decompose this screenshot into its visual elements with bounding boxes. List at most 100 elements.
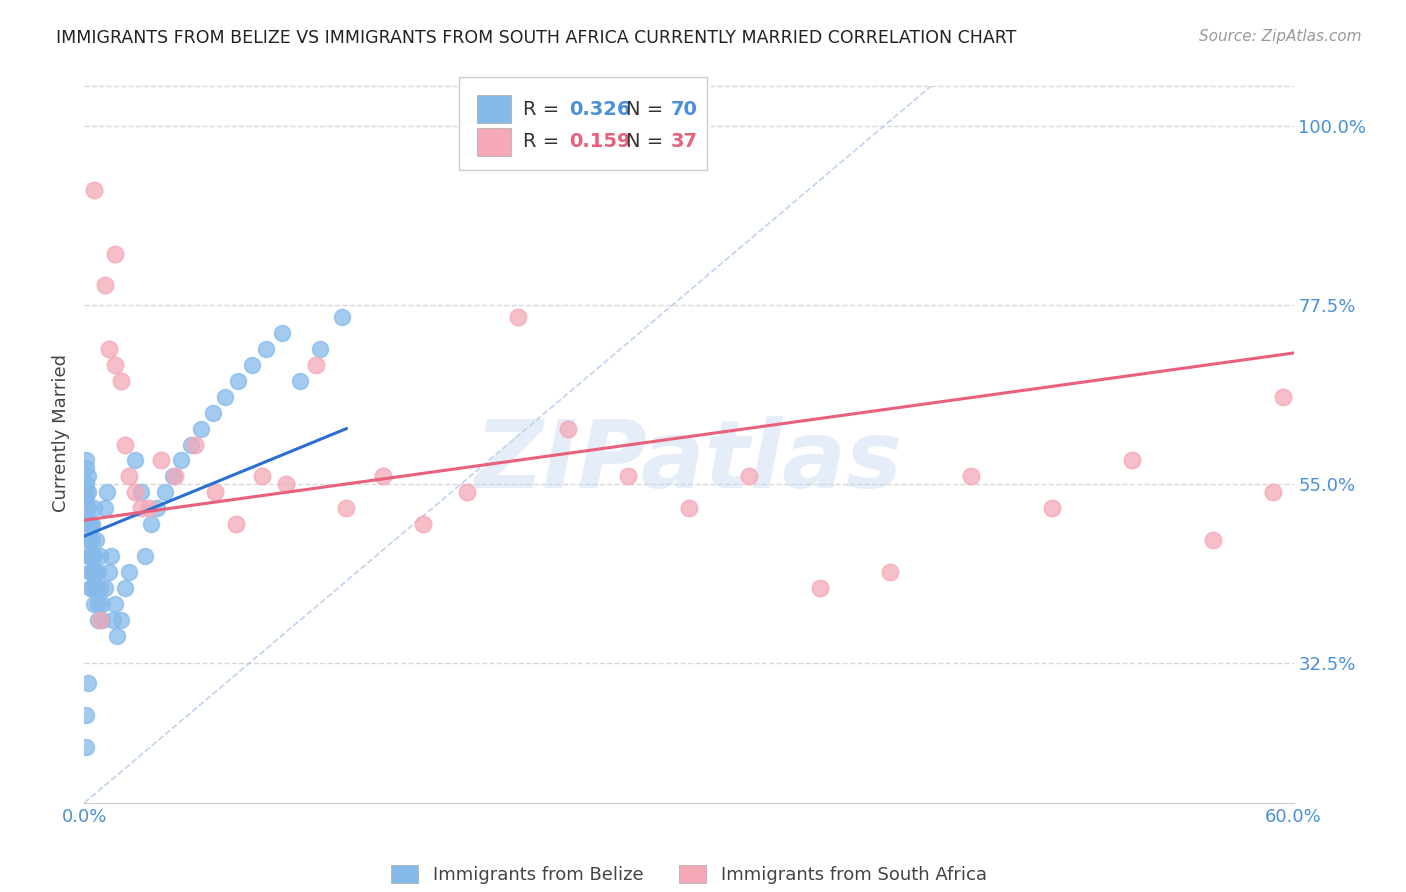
Text: Source: ZipAtlas.com: Source: ZipAtlas.com bbox=[1198, 29, 1361, 44]
Point bbox=[75, 461, 97, 475]
Point bbox=[456, 485, 478, 500]
Point bbox=[270, 326, 292, 340]
Point bbox=[82, 549, 104, 563]
Text: N =: N = bbox=[626, 100, 669, 119]
Point bbox=[149, 453, 172, 467]
Point bbox=[335, 501, 357, 516]
Point bbox=[82, 517, 104, 532]
Point bbox=[77, 517, 100, 532]
Point bbox=[75, 493, 97, 508]
Point bbox=[75, 453, 97, 467]
Point bbox=[124, 453, 146, 467]
Bar bbox=[478, 128, 512, 156]
Point bbox=[134, 549, 156, 563]
Point bbox=[75, 740, 97, 755]
Point bbox=[110, 613, 132, 627]
Point bbox=[82, 581, 104, 595]
Point bbox=[104, 246, 127, 260]
Text: R =: R = bbox=[523, 132, 565, 151]
FancyBboxPatch shape bbox=[460, 78, 707, 169]
Point bbox=[75, 708, 97, 723]
Point bbox=[82, 533, 104, 547]
Point bbox=[77, 549, 100, 563]
Point bbox=[162, 469, 184, 483]
Point bbox=[617, 469, 640, 483]
Text: 37: 37 bbox=[671, 132, 697, 151]
Point bbox=[129, 501, 152, 516]
Point bbox=[77, 485, 100, 500]
Point bbox=[129, 485, 152, 500]
Point bbox=[226, 374, 249, 388]
Point bbox=[114, 581, 136, 595]
Point bbox=[202, 406, 225, 420]
Point bbox=[153, 485, 176, 500]
Point bbox=[738, 469, 761, 483]
Point bbox=[139, 517, 162, 532]
Point bbox=[100, 549, 122, 563]
Point bbox=[83, 549, 105, 563]
Point bbox=[86, 533, 108, 547]
Point bbox=[86, 581, 108, 595]
Point bbox=[97, 565, 120, 579]
Point bbox=[77, 517, 100, 532]
Point bbox=[83, 565, 105, 579]
Point bbox=[180, 437, 202, 451]
Point bbox=[288, 374, 311, 388]
Point bbox=[91, 597, 114, 611]
Legend: Immigrants from Belize, Immigrants from South Africa: Immigrants from Belize, Immigrants from … bbox=[384, 858, 994, 891]
Point bbox=[557, 422, 579, 436]
Text: 0.159: 0.159 bbox=[569, 132, 631, 151]
Point bbox=[79, 549, 101, 563]
Point bbox=[309, 342, 332, 356]
Point bbox=[97, 342, 120, 356]
Point bbox=[77, 676, 100, 690]
Point bbox=[170, 453, 193, 467]
Point bbox=[79, 581, 101, 595]
Point bbox=[190, 422, 212, 436]
Point bbox=[77, 533, 100, 547]
Point bbox=[77, 469, 100, 483]
Point bbox=[412, 517, 434, 532]
Point bbox=[506, 310, 529, 325]
Point bbox=[678, 501, 700, 516]
Point bbox=[93, 278, 115, 293]
Point bbox=[79, 517, 101, 532]
Point bbox=[1202, 533, 1225, 547]
Point bbox=[75, 485, 97, 500]
Point bbox=[91, 613, 114, 627]
Point bbox=[1272, 390, 1295, 404]
Point bbox=[104, 597, 127, 611]
Point bbox=[110, 374, 132, 388]
Point bbox=[214, 390, 236, 404]
Point bbox=[250, 469, 273, 483]
Point bbox=[960, 469, 983, 483]
Point bbox=[808, 581, 831, 595]
Point bbox=[105, 629, 128, 643]
Point bbox=[75, 501, 97, 516]
Point bbox=[1121, 453, 1143, 467]
Point bbox=[330, 310, 353, 325]
Point bbox=[87, 613, 110, 627]
Y-axis label: Currently Married: Currently Married bbox=[52, 353, 70, 512]
Point bbox=[118, 565, 141, 579]
Text: 0.326: 0.326 bbox=[569, 100, 631, 119]
Point bbox=[118, 469, 141, 483]
Point bbox=[79, 565, 101, 579]
Point bbox=[93, 501, 115, 516]
Point bbox=[1263, 485, 1285, 500]
Point bbox=[82, 565, 104, 579]
Point bbox=[124, 485, 146, 500]
Point bbox=[1040, 501, 1063, 516]
Point bbox=[83, 183, 105, 197]
Text: ZIPatlas: ZIPatlas bbox=[475, 417, 903, 508]
Point bbox=[87, 597, 110, 611]
Text: N =: N = bbox=[626, 132, 669, 151]
Point bbox=[83, 501, 105, 516]
Point bbox=[104, 358, 127, 372]
Point bbox=[225, 517, 247, 532]
Point bbox=[89, 581, 111, 595]
Point bbox=[96, 485, 118, 500]
Point bbox=[75, 477, 97, 491]
Point bbox=[86, 565, 108, 579]
Bar bbox=[478, 95, 512, 123]
